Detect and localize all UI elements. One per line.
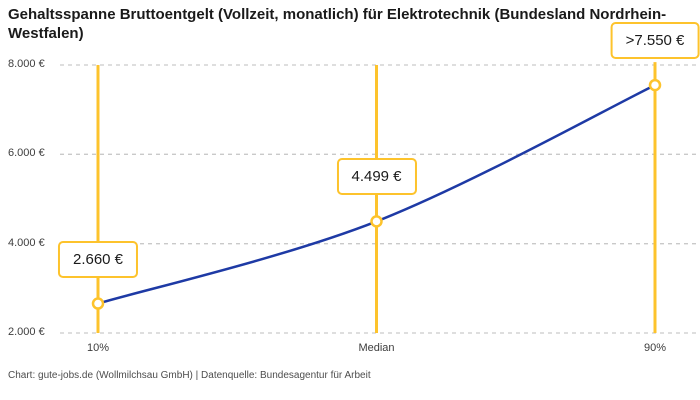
y-tick-label: 4.000 € (8, 236, 45, 249)
data-point-label: 2.660 € (57, 240, 139, 278)
chart-title: Gehaltsspanne Bruttoentgelt (Vollzeit, m… (8, 6, 667, 43)
y-tick-label: 8.000 € (8, 58, 45, 70)
data-point-label: 4.499 € (336, 158, 417, 196)
x-tick-label: 10% (86, 342, 110, 354)
x-tick-label: 90% (643, 342, 667, 354)
y-tick-label: 6.000 € (8, 147, 45, 160)
data-point-label: >7.550 € (610, 22, 700, 60)
y-tick-label: 2.000 € (8, 326, 45, 338)
data-point-marker (648, 78, 662, 92)
chart-attribution: Chart: gute-jobs.de (Wollmilchsau GmbH) … (8, 370, 371, 381)
data-point-marker (91, 297, 105, 310)
data-point-marker (370, 215, 383, 228)
x-tick-label: Median (358, 342, 395, 354)
